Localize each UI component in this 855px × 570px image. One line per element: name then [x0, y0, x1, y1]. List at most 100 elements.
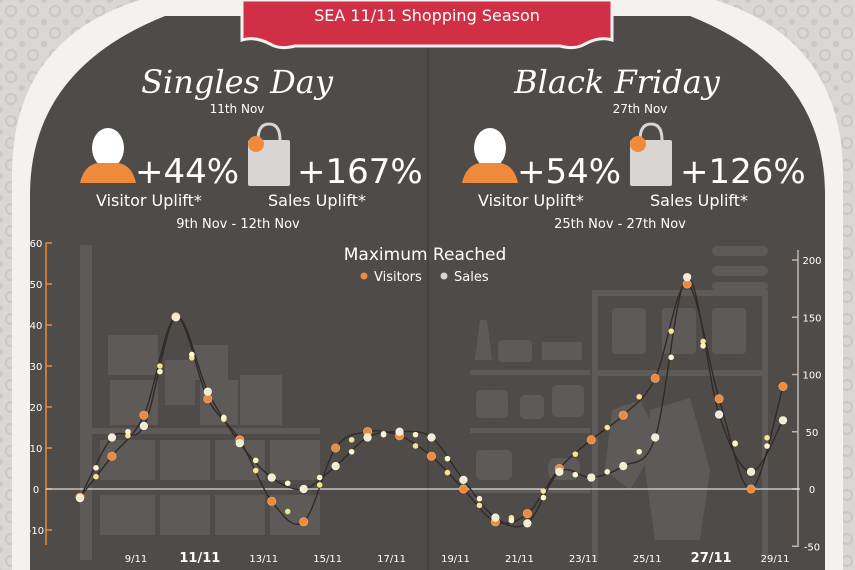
right-axis-tick-label: 0 — [809, 485, 815, 496]
string-light — [252, 457, 259, 464]
right-axis-tick-label: 150 — [802, 313, 821, 324]
x-axis-tick-label: 11/11 — [179, 551, 220, 566]
sales-uplift-value: +126% — [680, 152, 806, 192]
shopping-bag-icon — [630, 122, 672, 186]
string-light — [93, 465, 99, 471]
box-icon — [215, 495, 265, 535]
date-range: 25th Nov - 27th Nov — [554, 217, 686, 232]
left-axis-tick-label: 40 — [30, 321, 43, 332]
shelf-plank — [85, 428, 320, 434]
data-point-sales — [619, 462, 628, 471]
data-point-sales — [75, 494, 85, 503]
string-light — [636, 448, 643, 455]
visitor-uplift-value: +44% — [135, 152, 239, 192]
visitor-uplift-value: +54% — [517, 152, 621, 192]
data-point-sales — [523, 519, 532, 528]
x-axis-tick-label: 25/11 — [633, 554, 662, 565]
chart-points — [75, 273, 788, 528]
data-point-sales — [139, 421, 149, 431]
data-point-sales — [395, 427, 404, 436]
x-axis-tick-label: 13/11 — [249, 554, 278, 565]
person-icon — [462, 128, 518, 183]
string-light — [316, 482, 323, 488]
string-light — [700, 343, 706, 349]
data-point-visitors — [139, 410, 149, 420]
data-point-sales — [107, 433, 117, 442]
shelf-plank — [470, 370, 590, 375]
string-light — [189, 351, 195, 358]
x-axis-tick-label: 23/11 — [569, 554, 598, 565]
chart-axes: -10 0 10 20 30 40 50 60 -50 0 50 100 150 200 9/11 11/11… — [28, 239, 822, 566]
date-range: 9th Nov - 12th Nov — [176, 217, 300, 232]
string-light — [476, 502, 483, 509]
data-point-sales — [683, 273, 692, 282]
box-icon — [108, 335, 158, 375]
string-light — [572, 471, 579, 478]
string-light — [444, 469, 451, 476]
x-axis-tick-label: 15/11 — [313, 554, 342, 565]
box-icon — [270, 440, 320, 480]
banner-ribbon: SEA 11/11 Shopping Season — [240, 0, 614, 50]
bag-icon — [498, 340, 532, 362]
string-light — [508, 517, 515, 524]
black-friday-panel: Black Friday 27th Nov +54% Visitor Uplif… — [462, 63, 806, 232]
data-point-visitors — [650, 373, 660, 383]
left-axis-tick-label: 10 — [30, 444, 43, 455]
string-light — [348, 437, 355, 443]
data-point-sales — [714, 410, 724, 419]
box-icon — [270, 495, 320, 535]
bag-icon — [552, 385, 584, 417]
string-light — [125, 428, 131, 435]
chart: Maximum Reached Visitors Sales -10 0 10 20 3… — [28, 239, 822, 566]
data-point-visitors — [618, 410, 628, 420]
chart-legend: Visitors Sales — [360, 270, 489, 285]
shelf-plank — [470, 428, 590, 433]
data-point-visitors — [522, 509, 532, 519]
shirt-icon — [712, 308, 746, 354]
data-point-visitors — [267, 496, 277, 506]
right-axis-tick-label: 100 — [802, 371, 821, 382]
data-point-visitors — [426, 451, 436, 461]
data-point-sales — [363, 433, 372, 442]
book-stack-icon — [542, 342, 582, 360]
x-axis-tick-label: 9/11 — [125, 554, 147, 565]
data-point-visitors — [331, 443, 341, 453]
sales-uplift-label: Sales Uplift* — [268, 191, 366, 210]
data-point-sales — [651, 433, 660, 442]
book-stack-icon — [712, 282, 768, 290]
shopping-bag-icon — [248, 122, 290, 186]
data-point-visitors — [746, 484, 756, 494]
string-light — [348, 448, 355, 455]
sales-uplift-value: +167% — [297, 152, 423, 192]
event-date: 27th Nov — [613, 102, 668, 116]
box-icon — [240, 375, 282, 425]
string-light — [157, 368, 163, 375]
legend-sales-label: Sales — [454, 270, 489, 285]
string-light — [540, 488, 547, 494]
singles-day-panel: Singles Day 11th Nov +44% Visitor Uplift… — [80, 63, 423, 232]
box-icon — [100, 495, 155, 535]
x-axis-tick-label: 27/11 — [691, 551, 732, 566]
data-point-visitors — [299, 517, 309, 527]
data-point-visitors — [778, 381, 788, 391]
data-point-visitors — [203, 394, 213, 404]
rack-post — [762, 290, 768, 560]
data-point-sales — [203, 387, 212, 396]
string-light — [604, 469, 611, 475]
data-point-visitors — [714, 394, 724, 404]
visitor-uplift-label: Visitor Uplift* — [478, 191, 584, 210]
string-light — [700, 338, 706, 345]
legend-visitors-label: Visitors — [374, 270, 422, 285]
event-title: Black Friday — [513, 63, 721, 101]
data-point-sales — [171, 313, 180, 322]
box-icon — [160, 495, 210, 535]
left-axis-tick-label: 20 — [30, 403, 43, 414]
bag-icon — [476, 390, 508, 418]
data-point-sales — [778, 416, 788, 425]
data-point-sales — [299, 484, 308, 494]
data-point-sales — [427, 433, 436, 442]
string-light — [125, 432, 131, 439]
left-axis-tick-label: 60 — [30, 239, 43, 250]
x-axis-tick-label: 17/11 — [377, 554, 406, 565]
